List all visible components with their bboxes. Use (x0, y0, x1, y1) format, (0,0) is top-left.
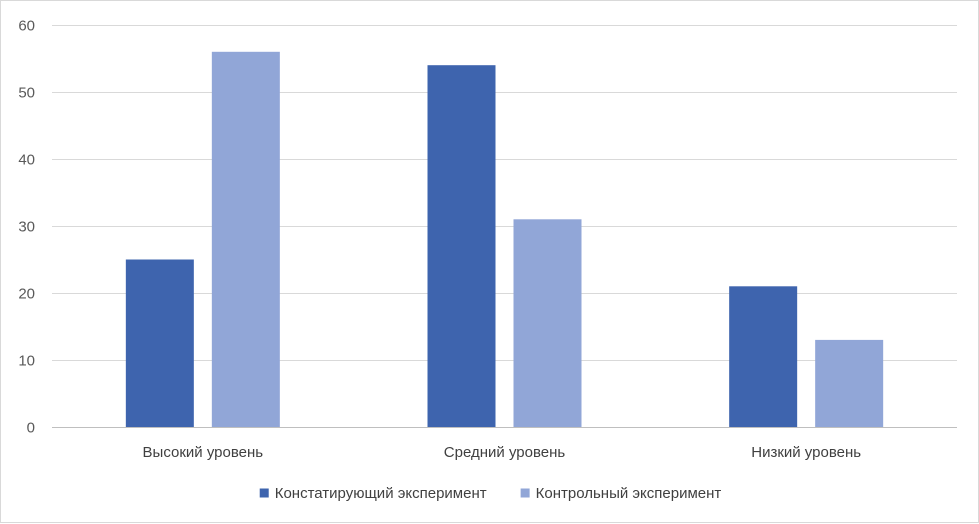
gridlines (52, 25, 957, 361)
x-tick-label: Высокий уровень (143, 444, 264, 461)
x-axis: Высокий уровень Средний уровень Низкий уро… (52, 427, 957, 461)
bars (125, 51, 884, 428)
y-tick-label: 40 (18, 152, 35, 169)
legend-label: Контрольный эксперимент (536, 485, 722, 502)
bar (427, 65, 496, 427)
bar (815, 339, 884, 427)
legend-swatch (520, 488, 530, 498)
y-tick-label: 0 (27, 420, 35, 437)
legend: Констатирующий эксперимент Контрольный эк… (259, 485, 722, 502)
bar (513, 219, 582, 427)
y-axis-ticks: 0 10 20 30 40 50 60 (18, 18, 35, 437)
legend-swatch (259, 488, 269, 498)
y-tick-label: 60 (18, 18, 35, 35)
x-tick-label: Средний уровень (444, 444, 566, 461)
bar (729, 286, 798, 427)
bar (211, 51, 280, 428)
bar (125, 259, 194, 427)
y-tick-label: 10 (18, 353, 35, 370)
legend-label: Констатирующий эксперимент (275, 485, 487, 502)
x-tick-label: Низкий уровень (751, 444, 861, 461)
y-tick-label: 20 (18, 286, 35, 303)
y-tick-label: 50 (18, 85, 35, 102)
y-tick-label: 30 (18, 219, 35, 236)
